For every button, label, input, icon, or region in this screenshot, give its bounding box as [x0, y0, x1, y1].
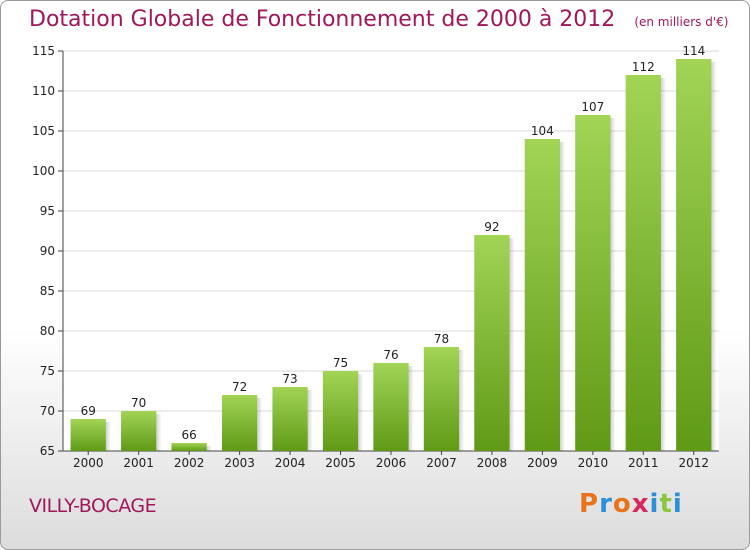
x-tick-label: 2012 — [678, 456, 709, 470]
bar-2006 — [373, 363, 409, 451]
x-tick-label: 2003 — [224, 456, 255, 470]
x-tick-label: 2011 — [628, 456, 659, 470]
logo-letter: i — [672, 489, 683, 519]
bar-value-label: 66 — [182, 428, 197, 442]
bar-shadow — [560, 142, 566, 451]
bar-2001 — [121, 411, 157, 451]
y-tick-label: 110 — [32, 84, 55, 98]
logo-letter: o — [612, 489, 632, 519]
x-tick-label: 2002 — [174, 456, 205, 470]
chart-unit: (en milliers d'€) — [634, 15, 729, 29]
bar-value-label: 76 — [383, 348, 398, 362]
chart-title-text: Dotation Globale de Fonctionnement de 20… — [29, 7, 616, 32]
y-tick-label: 70 — [40, 404, 55, 418]
bar-2010 — [575, 115, 611, 451]
bar-value-label: 72 — [232, 380, 247, 394]
bar-2007 — [423, 347, 460, 451]
logo-letter: i — [649, 489, 660, 519]
logo-letter: P — [579, 489, 600, 519]
bar-shadow — [509, 238, 515, 451]
bar-value-label: 92 — [484, 220, 499, 234]
chart-title: Dotation Globale de Fonctionnement de 20… — [29, 7, 728, 32]
bar-value-label: 112 — [632, 60, 655, 74]
commune-name: VILLY-BOCAGE — [29, 495, 157, 517]
logo-letter: x — [631, 489, 650, 519]
x-tick-label: 2000 — [73, 456, 104, 470]
x-tick-label: 2001 — [123, 456, 154, 470]
bar-2009 — [524, 139, 561, 451]
y-tick-label: 115 — [32, 44, 55, 58]
bar-2003 — [221, 395, 258, 451]
bar-2000 — [70, 419, 106, 451]
bar-shadow — [257, 398, 263, 451]
proxiti-logo: Proxiti — [579, 489, 683, 519]
bar-shadow — [105, 422, 111, 451]
x-tick-label: 2004 — [275, 456, 306, 470]
y-tick-label: 105 — [32, 124, 55, 138]
y-tick-label: 95 — [40, 204, 55, 218]
x-tick-label: 2006 — [376, 456, 407, 470]
y-tick-label: 65 — [40, 444, 55, 458]
bar-value-label: 69 — [81, 404, 96, 418]
y-tick-label: 85 — [40, 284, 55, 298]
bar-2005 — [322, 371, 359, 451]
bar-shadow — [206, 446, 212, 451]
y-tick-label: 75 — [40, 364, 55, 378]
x-tick-label: 2008 — [477, 456, 508, 470]
bar-2011 — [625, 75, 661, 451]
labels: 65 70 75 80 85 90 95 100 105 110 115 69 2000 70 2001 66… — [32, 44, 709, 470]
bar-shadow — [408, 366, 414, 451]
bar-shadow — [307, 390, 313, 451]
bar-shadow — [711, 62, 717, 451]
y-tick-label: 80 — [40, 324, 55, 338]
bars — [70, 59, 717, 451]
bar-shadow — [459, 350, 465, 451]
bar-value-label: 107 — [581, 100, 604, 114]
bar-2002 — [171, 443, 207, 451]
bar-2008 — [474, 235, 510, 451]
x-tick-label: 2007 — [426, 456, 457, 470]
x-tick-label: 2010 — [578, 456, 609, 470]
bar-value-label: 70 — [131, 396, 146, 410]
bar-2004 — [272, 387, 308, 451]
bar-shadow — [610, 118, 616, 451]
bar-value-label: 75 — [333, 356, 348, 370]
y-tick-label: 100 — [32, 164, 55, 178]
bar-2012 — [676, 59, 712, 451]
x-tick-label: 2009 — [527, 456, 558, 470]
bar-shadow — [156, 414, 162, 451]
x-tick-label: 2005 — [325, 456, 356, 470]
bar-shadow — [660, 78, 666, 451]
logo-letter: r — [599, 489, 613, 519]
bar-value-label: 73 — [282, 372, 297, 386]
logo-letter: t — [659, 489, 673, 519]
bar-value-label: 104 — [531, 124, 554, 138]
bar-value-label: 114 — [682, 44, 705, 58]
bar-value-label: 78 — [434, 332, 449, 346]
y-tick-label: 90 — [40, 244, 55, 258]
bar-shadow — [358, 374, 364, 451]
